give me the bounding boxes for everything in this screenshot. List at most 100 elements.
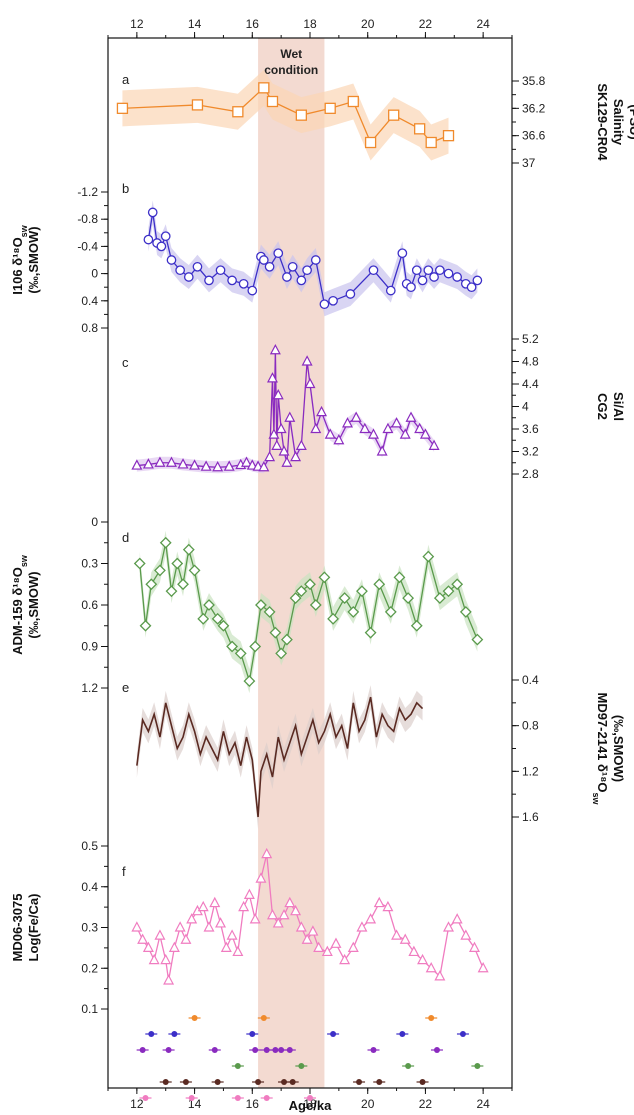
age-control-point	[263, 1047, 270, 1053]
panel-a-data-point	[388, 109, 400, 121]
age-control-point	[278, 1047, 285, 1053]
panel-f-data-point	[160, 953, 172, 965]
panel-a-y-tick-label: 36.2	[522, 101, 546, 115]
panel-b-data-point	[397, 248, 408, 259]
panel-f-data-point	[417, 953, 429, 965]
panel-d-data-point	[188, 564, 201, 577]
panel-f-data-point	[391, 929, 403, 940]
panel-b-y-tick-label: 0.8	[81, 321, 98, 335]
age-control-point	[376, 1079, 383, 1085]
age-control-point	[171, 1031, 178, 1037]
panel-e-y-tick-label: 0.4	[522, 673, 539, 687]
panel-d-data-point	[384, 605, 397, 618]
panel-c-data-point	[165, 456, 177, 467]
panel-c-letter: c	[122, 355, 129, 370]
panel-f-data-point	[313, 941, 325, 952]
panel-a-data-point	[266, 95, 279, 108]
panel-f-data-point	[255, 872, 267, 883]
panel-a-axis-title-line1: SK129-CR04	[595, 83, 610, 161]
age-control-point	[263, 1095, 270, 1101]
panel-b-data-point	[204, 275, 214, 286]
panel-a-data-point	[232, 106, 244, 118]
panel-c-data-point	[131, 459, 143, 470]
panel-b-data-point	[472, 275, 483, 286]
panel-f-data-point	[154, 929, 166, 940]
age-control-point	[281, 1079, 288, 1085]
wet-condition-band	[258, 38, 325, 1088]
panel-d-data-point	[356, 585, 368, 598]
panel-f-data-point	[186, 913, 198, 924]
age-control-point	[255, 1079, 262, 1085]
panel-b-y-tick-label: -0.8	[77, 212, 98, 226]
panel-f-data-point	[339, 953, 351, 965]
panel-f-data-point	[295, 921, 307, 932]
panel-a-data-point	[116, 102, 129, 114]
x-tick-label-bottom: 20	[361, 1097, 375, 1111]
panel-d-data-point	[318, 571, 331, 584]
x-tick-label-top: 24	[476, 17, 490, 31]
panel-d-data-point	[338, 592, 351, 605]
age-control-point	[234, 1063, 241, 1069]
panel-d-data-point	[145, 578, 158, 591]
panel-c-data-point	[212, 460, 224, 472]
panel-f-data-point	[477, 961, 489, 973]
panel-c-data-point	[200, 460, 212, 471]
panel-f-data-point	[468, 941, 480, 952]
panel-b-data-point	[429, 272, 439, 282]
panel-f-data-point	[382, 900, 394, 912]
panel-b-data-point	[452, 272, 463, 282]
age-control-point	[419, 1079, 426, 1085]
panel-f-data-point	[174, 921, 186, 932]
panel-d-data-point	[234, 647, 247, 660]
panel-c-data-point	[269, 343, 281, 355]
panel-b-data-point	[143, 234, 154, 245]
panel-c-data-point	[333, 433, 345, 445]
panel-f-data-point	[215, 917, 227, 928]
panel-d-data-point	[459, 605, 472, 618]
age-control-point	[289, 1079, 296, 1085]
panel-b-data-point	[411, 265, 422, 276]
age-control-point	[307, 1095, 313, 1101]
panel-b-data-point	[406, 282, 416, 293]
panel-d-data-point	[182, 543, 195, 556]
panel-b-data-point	[319, 299, 330, 310]
panel-c-data-point	[271, 439, 283, 450]
panel-f-data-point	[180, 933, 192, 944]
panel-f-y-tick-label: 0.4	[81, 880, 98, 894]
age-control-point	[330, 1031, 337, 1037]
panel-c-data-point	[258, 460, 270, 472]
panel-c-y-tick-label: 4.4	[522, 377, 539, 391]
panel-c-data-point	[324, 428, 336, 439]
panel-c-y-tick-label: 5.2	[522, 332, 539, 346]
panel-c-axis-title-line2: Si/Al	[611, 392, 626, 421]
age-control-point	[433, 1047, 440, 1053]
panel-d-data-point	[364, 626, 377, 639]
age-control-point	[182, 1079, 189, 1085]
panel-b-data-point	[238, 278, 249, 289]
panel-f-data-point	[443, 921, 455, 932]
panel-d-data-point	[280, 633, 293, 646]
panel-b-data-point	[328, 295, 338, 306]
age-control-point	[139, 1047, 146, 1053]
panel-f-data-point	[137, 933, 149, 944]
panel-d-data-point	[410, 619, 423, 632]
panel-f-data-point	[434, 970, 446, 981]
panel-b-data-point	[258, 255, 269, 265]
x-tick-label-bottom: 24	[476, 1097, 490, 1111]
panel-b-data-point	[385, 285, 396, 296]
panel-f-data-point	[163, 974, 175, 985]
panel-f-data-point	[307, 925, 319, 936]
panel-e-axis-title-line2: (‰,SMOW)	[611, 715, 626, 782]
age-control-point	[474, 1063, 481, 1069]
panel-f-data-point	[330, 937, 342, 948]
panel-d-data-point	[295, 585, 308, 598]
panel-e-series-line	[136, 696, 424, 818]
x-tick-label-bottom: 22	[419, 1097, 433, 1111]
panel-d-data-point	[159, 536, 172, 549]
panel-f-data-point	[301, 933, 313, 944]
panel-d-axis-title-line1: ADM-159 δ¹⁸Osw	[10, 554, 29, 655]
panel-d-data-point	[226, 640, 239, 653]
panel-c-data-point	[246, 459, 258, 470]
panel-c-data-point	[310, 422, 322, 434]
panel-f-data-point	[399, 933, 411, 944]
